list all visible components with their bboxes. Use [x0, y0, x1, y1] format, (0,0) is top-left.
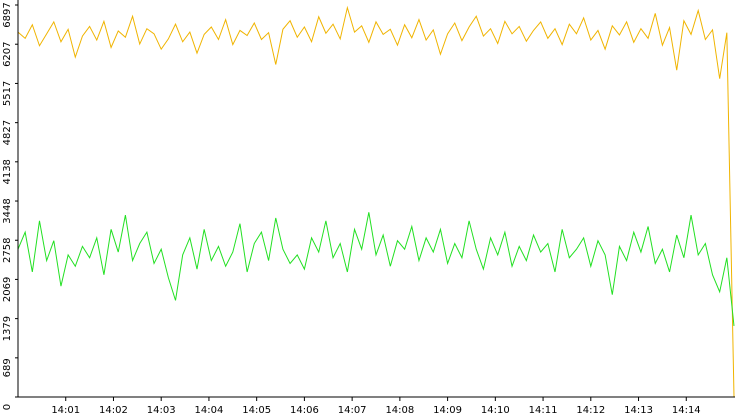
x-tick-label: 14:01 [51, 405, 80, 415]
x-tick-label: 14:11 [529, 405, 558, 415]
x-tick-label: 14:02 [99, 405, 128, 415]
series-line [17, 212, 735, 327]
x-tick-label: 14:05 [242, 405, 271, 415]
x-tick-label: 14:03 [147, 405, 176, 415]
y-tick-label: 0 [2, 404, 13, 410]
x-tick-label: 14:09 [433, 405, 462, 415]
y-tick-label: 689 [2, 358, 13, 377]
x-tick-label: 14:06 [290, 405, 319, 415]
x-tick-label: 14:08 [385, 405, 414, 415]
y-tick-label: 4827 [2, 120, 13, 145]
x-tick-label: 14:10 [481, 405, 510, 415]
x-tick-label: 14:07 [338, 405, 367, 415]
y-tick-label: 6207 [2, 41, 13, 66]
series-line [17, 5, 735, 398]
y-tick-label: 6897 [2, 2, 13, 27]
y-tick-label: 5517 [2, 81, 13, 106]
x-tick-label: 14:13 [624, 405, 653, 415]
y-tick-label: 2069 [2, 277, 13, 302]
x-tick-label: 14:14 [672, 405, 701, 415]
y-tick-label: 2758 [2, 238, 13, 263]
x-tick-label: 14:04 [195, 405, 224, 415]
x-tick-label: 14:12 [576, 405, 605, 415]
y-tick-label: 3448 [2, 198, 13, 223]
y-tick-label: 4138 [2, 159, 13, 184]
y-tick-label: 1379 [2, 316, 13, 341]
